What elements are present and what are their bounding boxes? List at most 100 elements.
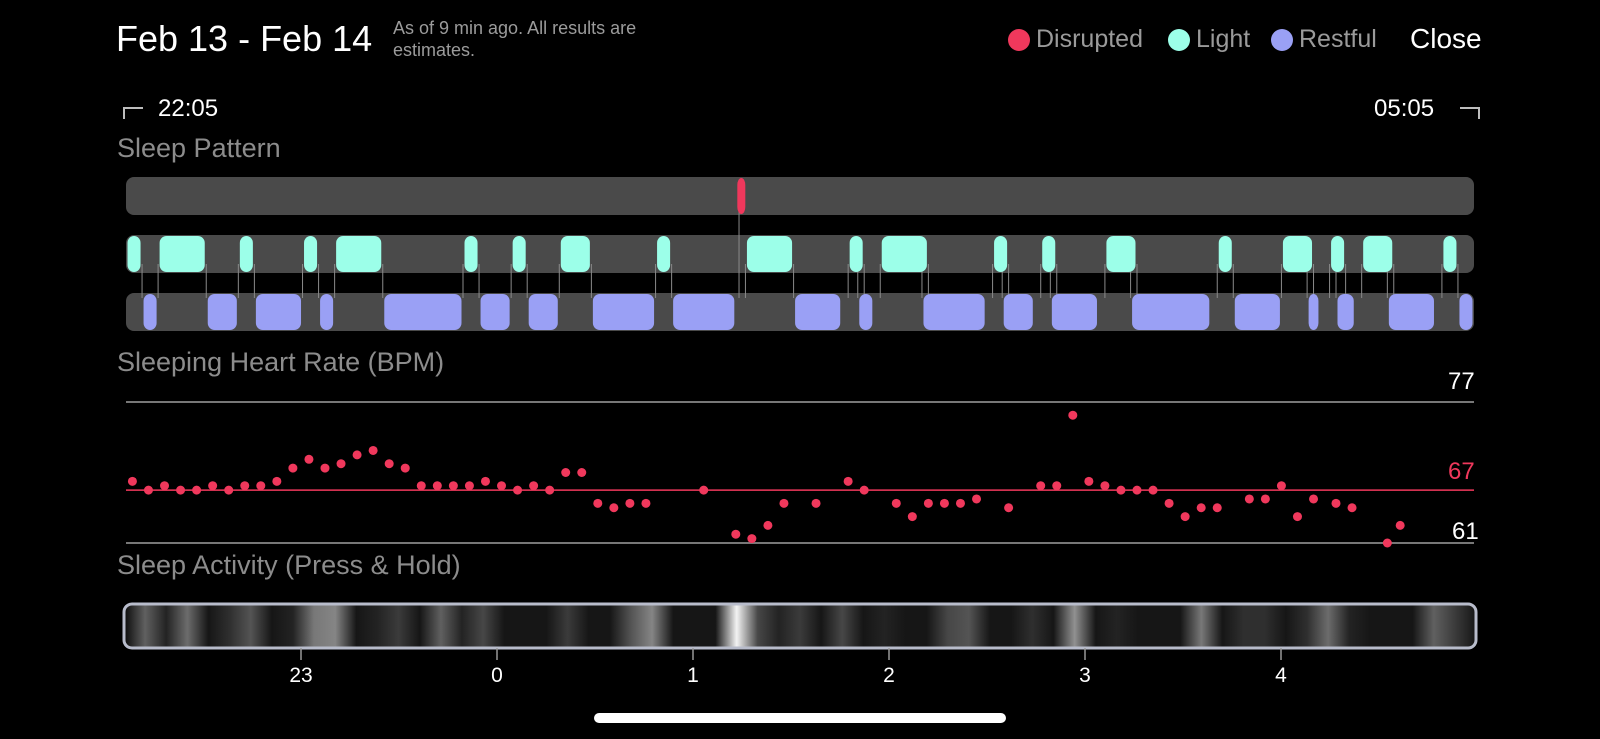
home-indicator[interactable] [594, 713, 1006, 723]
hr-point [811, 498, 821, 508]
x-tick-label: 4 [1275, 664, 1287, 687]
restful-segment [207, 294, 237, 330]
light-segment [159, 236, 205, 272]
sleep-pattern-chart [126, 177, 1474, 331]
light-segment [881, 236, 927, 272]
hr-point [577, 468, 587, 477]
light-segment [994, 236, 1008, 272]
hr-point [256, 481, 266, 491]
hr-point [143, 485, 153, 495]
hr-point [1276, 481, 1286, 491]
x-tick-label: 2 [883, 664, 895, 687]
hr-point [955, 498, 965, 508]
hr-point [907, 512, 917, 522]
restful-segment [1132, 294, 1210, 330]
hr-point [1196, 503, 1206, 513]
restful-segment [1051, 294, 1097, 330]
hr-point [1132, 485, 1142, 495]
hr-point [1068, 410, 1078, 420]
restful-segment [923, 294, 985, 330]
hr-point [779, 498, 789, 508]
light-dot-icon [1168, 28, 1190, 51]
x-tick-label: 3 [1079, 664, 1091, 687]
hr-point [384, 459, 394, 469]
hr-point [1331, 498, 1341, 508]
range-start-time: 22:05 [158, 95, 219, 122]
hr-point [1212, 503, 1222, 513]
restful-segment [255, 294, 302, 330]
legend-label: Light [1196, 25, 1251, 53]
restful-segment [1308, 294, 1319, 330]
light-segment [1106, 236, 1136, 272]
hr-point [1084, 476, 1094, 486]
start-bracket-icon[interactable] [123, 107, 143, 119]
hr-point [747, 534, 757, 544]
hr-point [240, 481, 250, 491]
x-tick-label: 1 [687, 664, 699, 687]
hr-point [304, 454, 314, 464]
hr-point [641, 498, 651, 508]
close-button[interactable]: Close [1410, 23, 1482, 54]
light-segment [464, 236, 478, 272]
hr-point [127, 476, 137, 486]
hr-point [464, 481, 474, 491]
restful-segment [320, 294, 334, 330]
hr-point [1180, 512, 1190, 522]
restful-segment [1337, 294, 1354, 330]
light-segment [849, 236, 863, 272]
hr-point [288, 463, 298, 473]
hr-point [939, 498, 949, 508]
restful-segment [1459, 294, 1473, 330]
disrupted-track [126, 177, 1474, 215]
legend-label: Restful [1299, 25, 1377, 53]
restful-segment [384, 294, 462, 330]
hr-point [497, 481, 507, 491]
heart-rate-chart [126, 401, 1474, 548]
end-bracket-icon[interactable] [1460, 107, 1480, 119]
hr-min-label: 61 [1452, 518, 1479, 545]
restful-segment [592, 294, 655, 330]
disrupted-dot-icon [1008, 28, 1030, 51]
restful-segment [673, 294, 735, 330]
hr-point [1052, 481, 1062, 491]
hr-point [1244, 494, 1254, 504]
light-segment [239, 236, 253, 272]
restful-segment [1234, 294, 1280, 330]
hr-point [416, 481, 426, 491]
light-segment [512, 236, 526, 272]
light-segment [127, 236, 141, 272]
hr-point [763, 520, 773, 530]
range-end-time: 05:05 [1374, 95, 1435, 122]
hr-point [513, 485, 523, 495]
hr-point [1260, 494, 1270, 504]
hr-point [160, 481, 170, 491]
restful-segment [859, 294, 873, 330]
light-segment [657, 236, 671, 272]
hr-point [176, 485, 186, 495]
x-tick-label: 0 [491, 664, 503, 687]
page-title: Feb 13 - Feb 14 [116, 18, 373, 59]
hr-point [336, 459, 346, 469]
light-segment [1282, 236, 1313, 272]
hr-point [1036, 481, 1046, 491]
hr-point [1164, 498, 1174, 508]
hr-point [843, 476, 853, 486]
hr-point [208, 481, 218, 491]
hr-point [272, 476, 282, 486]
hr-point [545, 485, 555, 495]
hr-point [480, 476, 490, 486]
restful-segment [1388, 294, 1434, 330]
light-segment [1042, 236, 1056, 272]
hr-point [593, 498, 603, 508]
light-segment [1443, 236, 1457, 272]
hr-point [1347, 503, 1357, 513]
hr-point [1100, 481, 1110, 491]
hr-point [432, 481, 442, 491]
activity-strip [122, 602, 1478, 650]
light-segment [1363, 236, 1393, 272]
sleep-pattern-title: Sleep Pattern [117, 133, 281, 163]
legend-item-restful: Restful [1271, 25, 1377, 54]
sleep-activity-title: Sleep Activity (Press & Hold) [117, 550, 461, 580]
sleep-activity-chart[interactable] [122, 602, 1478, 660]
